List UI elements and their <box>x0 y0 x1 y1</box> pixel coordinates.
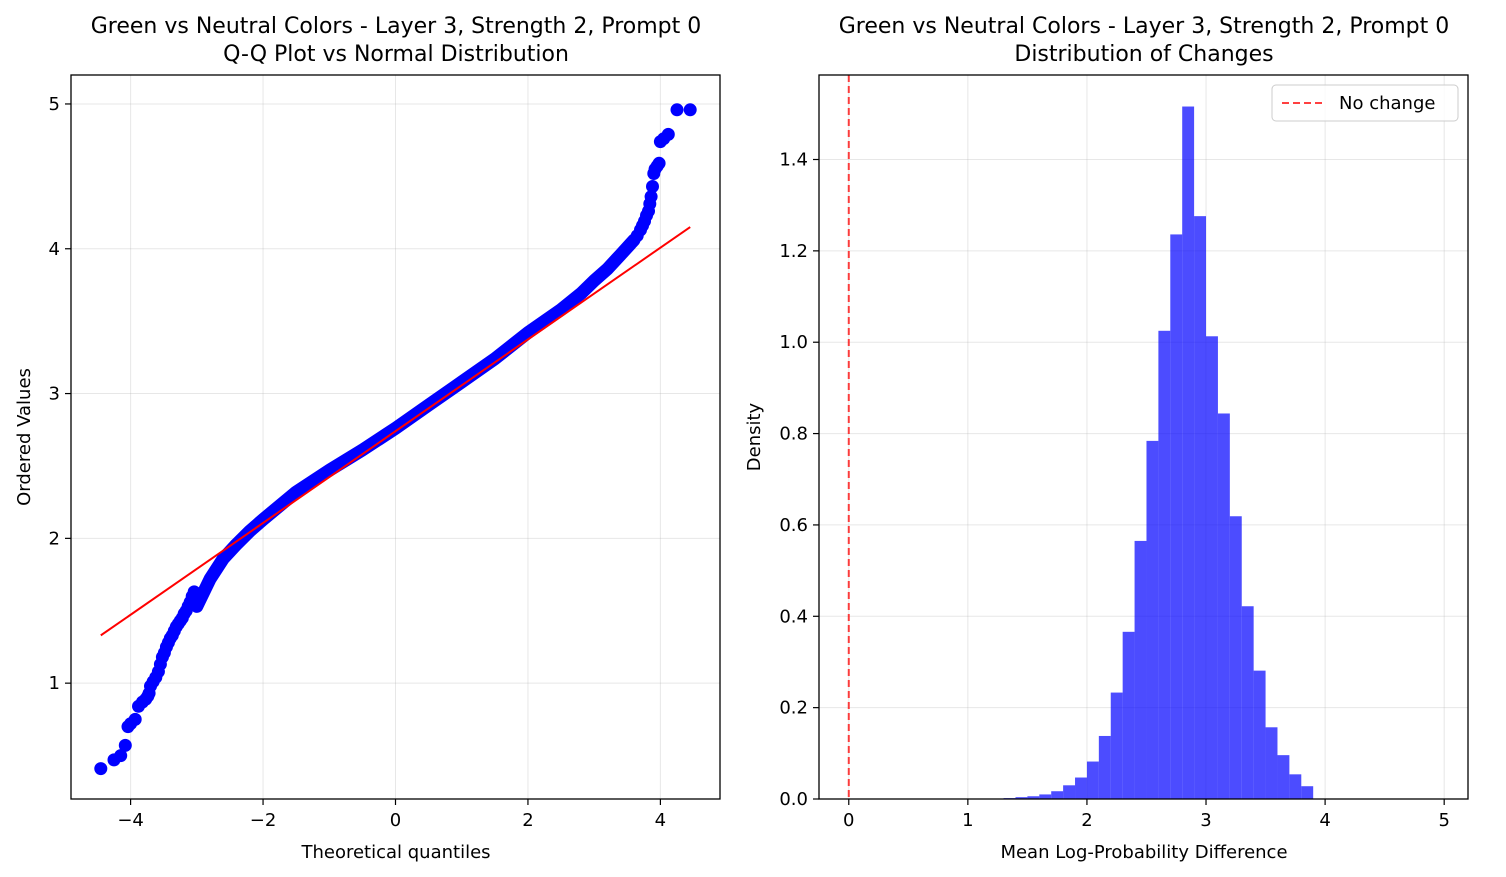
histogram-bar <box>1265 727 1278 799</box>
qq-sample-point <box>646 180 659 193</box>
histogram-bar <box>1229 516 1242 799</box>
hist-xtick-label: 0 <box>843 810 854 831</box>
qq-xtick-label: 4 <box>655 810 666 831</box>
hist-title-line2: Distribution of Changes <box>1014 42 1273 67</box>
hist-ytick-label: 1.0 <box>779 332 808 353</box>
hist-xtick-label: 1 <box>962 810 973 831</box>
histogram-bar <box>1098 735 1111 799</box>
histogram-bar <box>1241 606 1254 799</box>
qq-title-line1: Green vs Neutral Colors - Layer 3, Stren… <box>91 14 701 39</box>
qq-sample-point <box>670 103 684 117</box>
qq-sample-point <box>644 190 658 204</box>
legend-box <box>1271 84 1459 122</box>
histogram-panel: Green vs Neutral Colors - Layer 3, Stren… <box>744 14 1469 863</box>
histogram-bar <box>1146 440 1159 799</box>
histogram-bar <box>1217 413 1230 799</box>
histogram-bar <box>1015 797 1028 799</box>
histogram-bar <box>1086 761 1099 799</box>
histogram-bar <box>1027 796 1040 799</box>
hist-axes-frame <box>818 74 1469 800</box>
hist-ytick-label: 0.2 <box>779 698 808 719</box>
qq-plot-panel: Green vs Neutral Colors - Layer 3, Stren… <box>14 14 721 863</box>
qq-xtick-label: −4 <box>117 810 144 831</box>
hist-xtick-label: 5 <box>1438 810 1449 831</box>
histogram-bar <box>1063 785 1076 799</box>
hist-ticks: 0 1 2 3 4 5 0.0 0.2 0.4 0.6 0.8 1.0 1.2 1.4 <box>779 150 1450 831</box>
legend-label-no-change: No change <box>1339 93 1435 114</box>
histogram-bar <box>1182 106 1195 799</box>
hist-ytick-label: 0.8 <box>779 424 808 445</box>
hist-ytick-label: 0.6 <box>779 515 808 536</box>
qq-sample-point <box>128 712 142 726</box>
hist-x-axis-label: Mean Log-Probability Difference <box>1000 842 1287 863</box>
hist-ytick-label: 0.0 <box>779 789 808 810</box>
qq-ytick-label: 1 <box>49 673 60 694</box>
qq-ytick-label: 5 <box>49 94 60 115</box>
histogram-bar <box>1170 234 1183 800</box>
qq-ytick-label: 3 <box>49 384 60 405</box>
qq-sample-point <box>118 738 132 752</box>
histogram-bar <box>1110 692 1123 799</box>
histogram-bar <box>1134 540 1147 799</box>
hist-ytick-label: 0.4 <box>779 606 808 627</box>
hist-xtick-label: 4 <box>1319 810 1330 831</box>
histogram-bar <box>1158 330 1171 799</box>
qq-xtick-label: 0 <box>390 810 401 831</box>
histogram-bar <box>1301 786 1314 799</box>
qq-title-line2: Q-Q Plot vs Normal Distribution <box>223 42 569 67</box>
qq-ytick-label: 2 <box>49 528 60 549</box>
qq-sample-point <box>114 749 128 763</box>
qq-sample-points-dense <box>190 233 641 613</box>
histogram-bar <box>1051 791 1064 799</box>
qq-sample-point <box>187 585 201 599</box>
qq-gridlines <box>71 75 720 799</box>
histogram-bar <box>1122 631 1135 799</box>
hist-ytick-label: 1.2 <box>779 241 808 262</box>
qq-data-layer <box>94 103 697 776</box>
histogram-bar <box>1289 774 1302 799</box>
qq-x-axis-label: Theoretical quantiles <box>300 842 490 863</box>
hist-ytick-label: 1.4 <box>779 150 808 171</box>
legend: No change <box>1271 84 1459 122</box>
hist-data-layer <box>847 75 1314 800</box>
qq-y-axis-label: Ordered Values <box>14 368 35 506</box>
hist-xtick-label: 2 <box>1081 810 1092 831</box>
qq-fit-line <box>100 226 691 637</box>
qq-sample-point <box>683 103 697 117</box>
hist-title-line1: Green vs Neutral Colors - Layer 3, Stren… <box>839 14 1449 39</box>
hist-xtick-label: 3 <box>1200 810 1211 831</box>
qq-sample-point <box>94 762 108 776</box>
qq-sample-point <box>661 127 675 141</box>
histogram-bar <box>1039 794 1052 799</box>
histogram-bar <box>1194 216 1207 799</box>
qq-sample-point <box>652 156 666 170</box>
histogram-bar <box>1253 670 1266 799</box>
qq-xtick-label: −2 <box>250 810 277 831</box>
qq-ytick-label: 4 <box>49 239 60 260</box>
hist-y-axis-label: Density <box>744 402 765 471</box>
histogram-bar <box>1206 336 1218 799</box>
histogram-bar <box>1277 755 1290 799</box>
qq-xtick-label: 2 <box>522 810 533 831</box>
histogram-bar <box>1075 777 1087 799</box>
qq-ticks: −4 −2 0 2 4 1 2 3 4 5 <box>49 94 667 831</box>
